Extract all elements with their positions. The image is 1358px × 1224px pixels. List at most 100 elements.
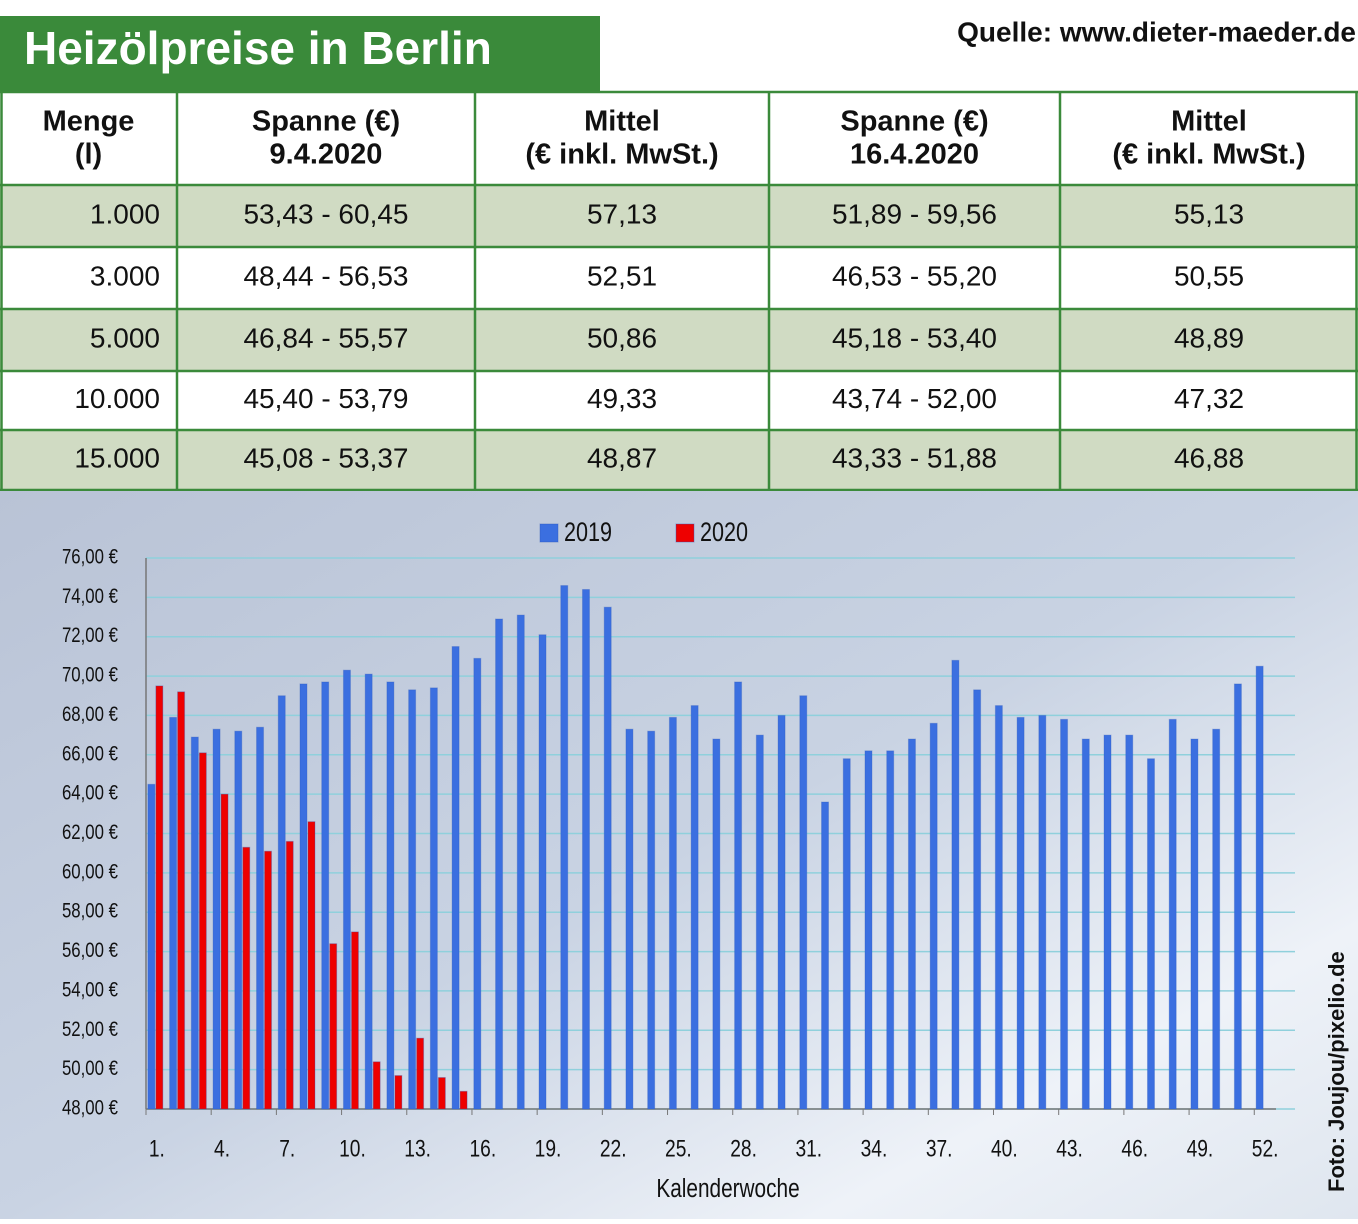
- bar: [842, 758, 851, 1110]
- bar: [155, 685, 164, 1110]
- bar: [755, 734, 764, 1110]
- bar: [473, 657, 482, 1110]
- y-tick-label: 76,00 €: [62, 546, 118, 569]
- table-cell: 52,51: [587, 260, 657, 291]
- bar: [1212, 728, 1221, 1110]
- column-header: Mittel: [584, 106, 660, 138]
- bar: [929, 722, 938, 1110]
- column-header: 9.4.2020: [270, 139, 383, 171]
- bar: [994, 705, 1003, 1110]
- bar: [1125, 734, 1134, 1110]
- bar: [625, 728, 634, 1110]
- bar: [777, 714, 786, 1110]
- bar: [560, 585, 569, 1110]
- bar: [973, 689, 982, 1110]
- table-cell: 46,84 - 55,57: [243, 322, 408, 353]
- column-header: Menge: [43, 106, 135, 138]
- x-tick-label: 46.: [1121, 1134, 1148, 1162]
- bar: [437, 1077, 446, 1110]
- bar: [886, 750, 895, 1110]
- x-tick-label: 28.: [730, 1134, 757, 1162]
- x-tick-label: 37.: [926, 1134, 953, 1162]
- bar: [603, 606, 612, 1110]
- y-tick-label: 70,00 €: [62, 664, 118, 687]
- x-tick-label: 16.: [469, 1134, 496, 1162]
- bar: [416, 1037, 425, 1110]
- table-cell: 1.000: [90, 198, 160, 229]
- y-tick-label: 72,00 €: [62, 625, 118, 648]
- bar: [1038, 714, 1047, 1110]
- photo-credit: Foto: Joujou/pixelio.de: [1324, 951, 1349, 1192]
- x-axis-label: Kalenderwoche: [656, 1174, 799, 1203]
- title-box: [0, 16, 600, 92]
- table-cell: 15.000: [74, 442, 160, 473]
- bar: [712, 738, 721, 1110]
- bar: [516, 614, 525, 1110]
- bar: [220, 793, 229, 1110]
- table-cell: 43,33 - 51,88: [832, 442, 997, 473]
- y-tick-label: 66,00 €: [62, 743, 118, 766]
- bar: [1255, 665, 1264, 1110]
- table-cell: 49,33: [587, 383, 657, 414]
- y-tick-label: 48,00 €: [62, 1097, 118, 1120]
- bar: [647, 730, 656, 1110]
- bar: [394, 1075, 403, 1110]
- table-cell: 48,89: [1174, 322, 1244, 353]
- bar: [451, 646, 460, 1110]
- bar: [386, 681, 395, 1110]
- bar: [951, 659, 960, 1110]
- table-cell: 48,87: [587, 442, 657, 473]
- bar: [495, 618, 504, 1110]
- bar: [198, 752, 207, 1110]
- table-cell: 48,44 - 56,53: [243, 260, 408, 291]
- y-tick-label: 62,00 €: [62, 821, 118, 844]
- column-header: (€ inkl. MwSt.): [525, 139, 718, 171]
- bar: [321, 681, 330, 1110]
- bar: [242, 846, 251, 1110]
- bar: [1103, 734, 1112, 1110]
- table-cell: 43,74 - 52,00: [832, 383, 997, 414]
- column-header: Mittel: [1171, 106, 1247, 138]
- bar: [372, 1061, 381, 1110]
- bar: [364, 673, 373, 1110]
- legend-swatch: [539, 523, 559, 543]
- y-tick-label: 68,00 €: [62, 703, 118, 726]
- column-header: (l): [75, 139, 102, 171]
- y-tick-label: 58,00 €: [62, 900, 118, 923]
- y-tick-label: 56,00 €: [62, 939, 118, 962]
- legend-label: 2020: [700, 518, 748, 548]
- row-band: [0, 309, 1358, 371]
- y-tick-label: 50,00 €: [62, 1058, 118, 1081]
- y-tick-label: 74,00 €: [62, 585, 118, 608]
- x-tick-label: 49.: [1187, 1134, 1214, 1162]
- table-cell: 46,88: [1174, 442, 1244, 473]
- bar: [538, 634, 547, 1110]
- column-header: Spanne (€): [840, 106, 988, 138]
- bar: [1146, 758, 1155, 1110]
- bar: [147, 783, 156, 1110]
- table-cell: 46,53 - 55,20: [832, 260, 997, 291]
- bar: [668, 716, 677, 1110]
- bar: [307, 821, 316, 1110]
- bar: [408, 689, 417, 1110]
- table-cell: 47,32: [1174, 383, 1244, 414]
- x-tick-label: 13.: [404, 1134, 431, 1162]
- bar: [342, 669, 351, 1110]
- bar: [1168, 718, 1177, 1110]
- chart: 48,00 € 50,00 € 52,00 € 54,00 € 56,00 € 58,00…: [62, 518, 1349, 1202]
- bar: [1233, 683, 1242, 1110]
- table-cell: 57,13: [587, 198, 657, 229]
- x-tick-label: 4.: [214, 1134, 230, 1162]
- table-cell: 45,40 - 53,79: [243, 383, 408, 414]
- table-cell: 51,89 - 59,56: [832, 198, 997, 229]
- x-tick-label: 43.: [1056, 1134, 1083, 1162]
- bar: [1016, 716, 1025, 1110]
- bar: [169, 716, 178, 1110]
- y-tick-label: 54,00 €: [62, 979, 118, 1002]
- bar: [256, 726, 265, 1110]
- bar: [734, 681, 743, 1110]
- bar: [864, 750, 873, 1110]
